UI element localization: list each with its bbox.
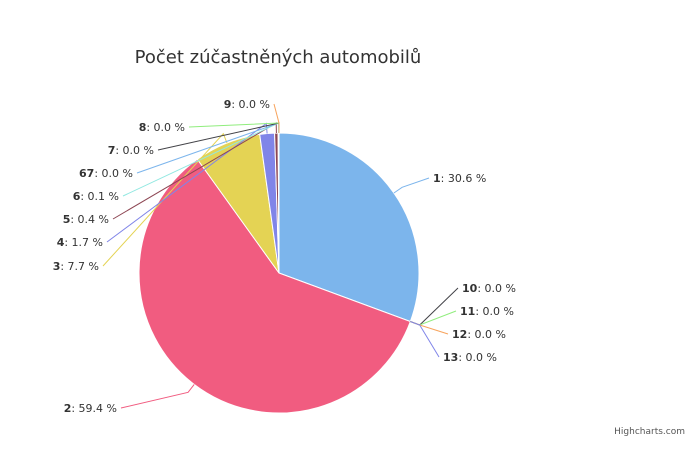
data-label-name-12: 12	[452, 328, 467, 341]
data-label-name-10: 10	[462, 282, 478, 295]
data-label-10: 10: 0.0 %	[462, 282, 516, 295]
data-label-9: 9: 0.0 %	[224, 98, 270, 111]
data-label-value-10: : 0.0 %	[477, 282, 516, 295]
pie-slices	[138, 132, 420, 414]
data-label-value-7: : 0.0 %	[115, 144, 154, 157]
connector-13	[410, 321, 440, 358]
data-labels: 1: 30.6 %10: 0.0 %11: 0.0 %12: 0.0 %13: …	[53, 98, 516, 415]
data-label-value-13: : 0.0 %	[458, 351, 497, 364]
data-label-11: 11: 0.0 %	[460, 305, 514, 318]
data-label-value-67: : 0.0 %	[94, 167, 133, 180]
chart-title: Počet zúčastněných automobilů	[135, 47, 422, 68]
data-label-value-5: : 0.4 %	[70, 213, 109, 226]
data-label-67: 67: 0.0 %	[79, 167, 133, 180]
data-label-8: 8: 0.0 %	[139, 121, 185, 134]
data-label-name-7: 7	[108, 144, 116, 157]
data-label-6: 6: 0.1 %	[73, 190, 119, 203]
data-label-name-1: 1	[433, 172, 441, 185]
data-label-5: 5: 0.4 %	[63, 213, 109, 226]
data-label-value-9: : 0.0 %	[231, 98, 270, 111]
data-label-3: 3: 7.7 %	[53, 260, 99, 273]
data-label-name-8: 8	[139, 121, 147, 134]
data-label-7: 7: 0.0 %	[108, 144, 154, 157]
data-label-2: 2: 59.4 %	[64, 402, 117, 415]
connector-3	[102, 132, 228, 267]
data-label-value-11: : 0.0 %	[475, 305, 514, 318]
data-label-value-8: : 0.0 %	[146, 121, 185, 134]
data-label-value-4: : 1.7 %	[64, 236, 103, 249]
data-label-value-2: : 59.4 %	[71, 402, 117, 415]
data-label-name-11: 11	[460, 305, 475, 318]
data-label-13: 13: 0.0 %	[443, 351, 497, 364]
pie-slice-1[interactable]	[278, 132, 420, 323]
data-label-value-1: : 30.6 %	[441, 172, 487, 185]
data-label-name-5: 5	[63, 213, 71, 226]
data-label-name-4: 4	[57, 236, 65, 249]
label-connectors	[102, 103, 459, 409]
connector-9	[273, 103, 280, 133]
pie-slice-2[interactable]	[138, 158, 411, 414]
connector-2	[120, 384, 195, 409]
data-label-value-6: : 0.1 %	[80, 190, 119, 203]
connector-11	[410, 310, 457, 326]
credits-link[interactable]: Highcharts.com	[614, 427, 685, 437]
data-label-name-3: 3	[53, 260, 61, 273]
data-label-12: 12: 0.0 %	[452, 328, 506, 341]
data-label-value-3: : 7.7 %	[60, 260, 99, 273]
data-label-name-2: 2	[64, 402, 72, 415]
data-label-name-9: 9	[224, 98, 232, 111]
data-label-name-67: 67	[79, 167, 94, 180]
data-label-1: 1: 30.6 %	[433, 172, 486, 185]
data-label-4: 4: 1.7 %	[57, 236, 103, 249]
data-label-name-13: 13	[443, 351, 458, 364]
data-label-name-6: 6	[73, 190, 81, 203]
data-label-value-12: : 0.0 %	[467, 328, 506, 341]
connector-1	[393, 177, 430, 194]
